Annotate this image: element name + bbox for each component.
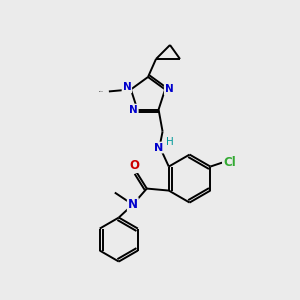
Text: N: N xyxy=(165,84,173,94)
Text: N: N xyxy=(122,82,131,92)
Text: methyl: methyl xyxy=(98,91,103,92)
Text: N: N xyxy=(129,105,138,115)
Text: N: N xyxy=(154,142,163,153)
Text: Cl: Cl xyxy=(223,156,236,169)
Text: H: H xyxy=(166,136,173,147)
Text: O: O xyxy=(130,159,140,172)
Text: N: N xyxy=(128,198,138,211)
